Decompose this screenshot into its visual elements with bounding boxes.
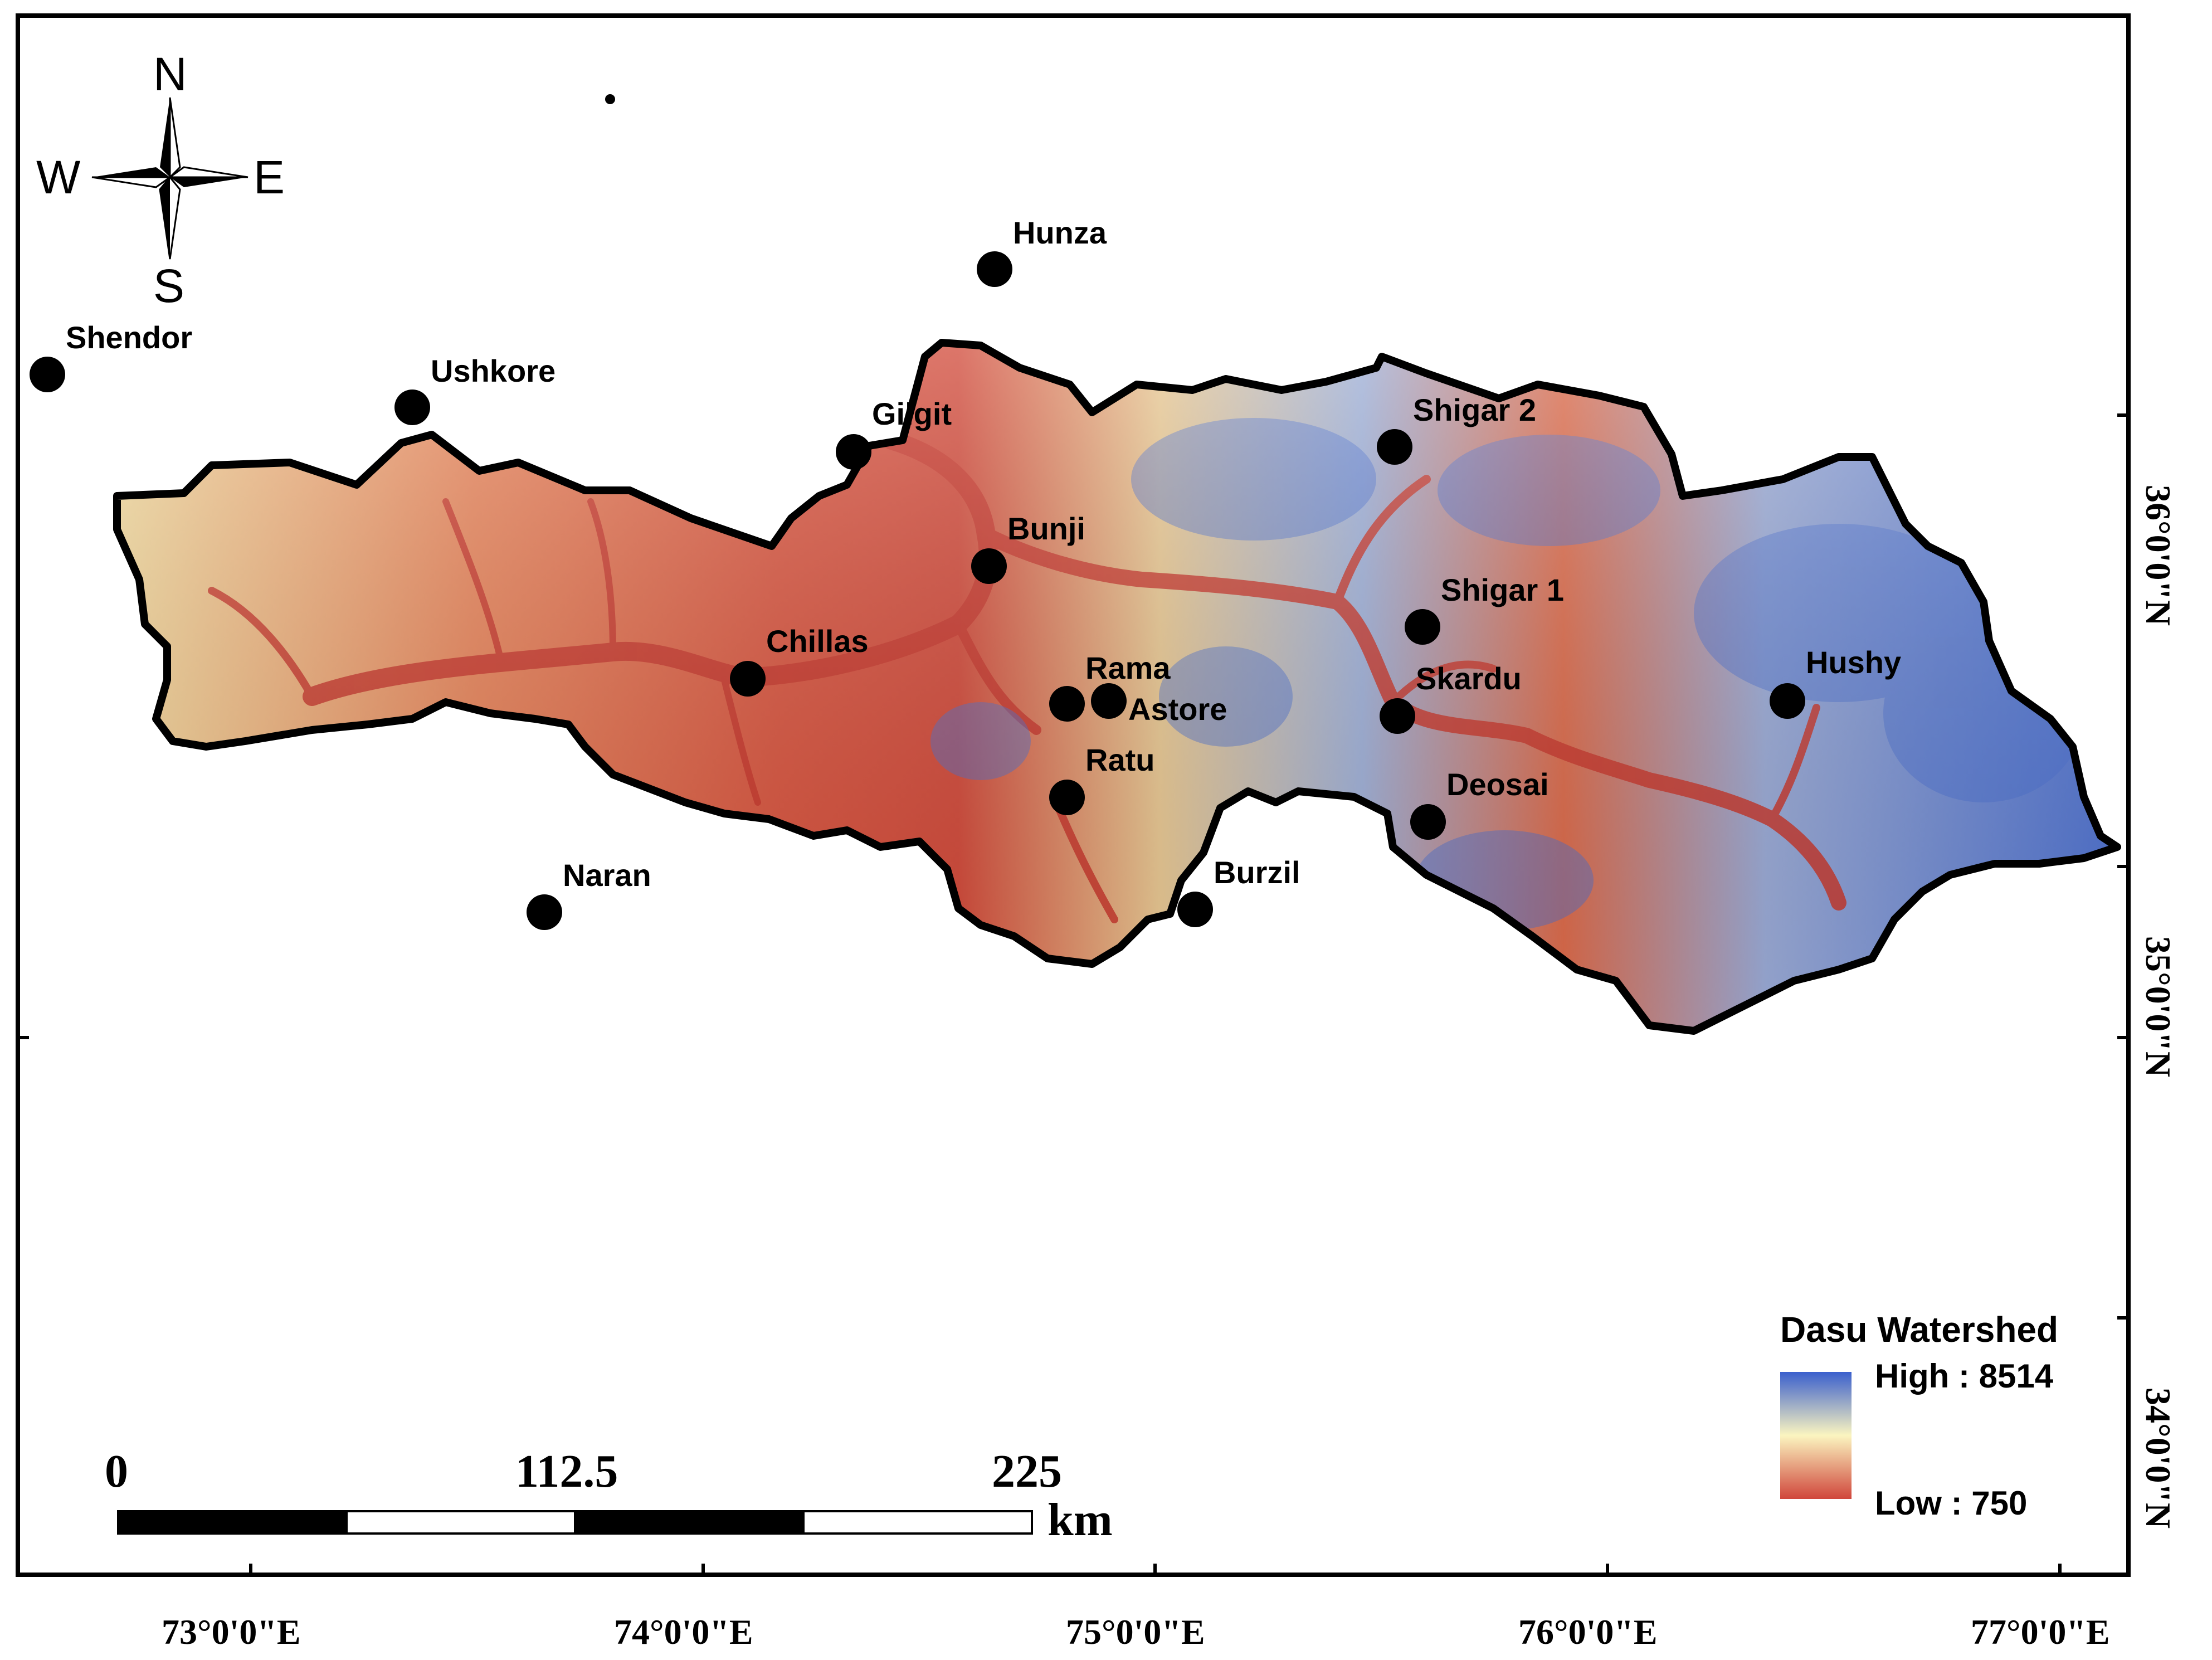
station-label: Skardu (1416, 661, 1522, 696)
scale-label-0: 0 (105, 1445, 128, 1497)
longitude-ticks (249, 1564, 2062, 1575)
station-marker (1410, 804, 1446, 840)
lon-label-76: 76°0'0"E (1518, 1612, 1658, 1652)
station-marker (730, 661, 766, 697)
station-marker (30, 357, 65, 392)
station-astore[interactable]: Astore (1091, 683, 1227, 727)
station-marker (1177, 892, 1213, 927)
station-burzil[interactable]: Burzil (1177, 855, 1300, 927)
scale-label-mid: 112.5 (515, 1445, 618, 1497)
station-shigar2[interactable]: Shigar 2 (1377, 392, 1536, 465)
compass-s-label: S (153, 260, 184, 312)
scale-label-max: 225 (992, 1445, 1062, 1497)
station-label: Burzil (1214, 855, 1300, 890)
lon-label-73: 73°0'0"E (162, 1612, 301, 1652)
station-label: Gilgit (872, 396, 952, 431)
station-label: Hunza (1013, 215, 1107, 250)
lon-label-77: 77°0'0"E (1971, 1612, 2110, 1652)
station-label: Shendor (66, 320, 192, 355)
station-marker (1049, 686, 1085, 722)
station-skardu[interactable]: Skardu (1380, 661, 1522, 734)
station-marker (836, 434, 871, 470)
station-label: Shigar 1 (1441, 572, 1564, 607)
legend-high-label: High : 8514 (1875, 1357, 2054, 1395)
latitude-ticks (18, 413, 2128, 1320)
compass-e-label: E (254, 151, 285, 203)
station-marker (394, 390, 430, 425)
north-arrow: N S E W (36, 48, 285, 312)
lat-label-35: 35°0'0"N (2138, 936, 2178, 1077)
station-marker (1377, 429, 1412, 465)
station-chillas[interactable]: Chillas (730, 624, 869, 697)
station-marker (977, 251, 1012, 287)
station-label: Chillas (766, 624, 869, 659)
station-shendor[interactable]: Shendor (30, 320, 192, 392)
station-ushkore[interactable]: Ushkore (394, 353, 556, 425)
stray-dot (605, 94, 615, 104)
station-bunji[interactable]: Bunji (971, 511, 1085, 584)
station-hunza[interactable]: Hunza (977, 215, 1107, 287)
station-label: Ratu (1085, 742, 1154, 777)
station-label: Naran (563, 858, 651, 893)
station-marker (1380, 698, 1415, 734)
scale-unit: km (1047, 1494, 1113, 1546)
compass-n-label: N (153, 48, 187, 100)
station-label: Astore (1128, 692, 1227, 727)
station-shigar1[interactable]: Shigar 1 (1405, 572, 1564, 645)
station-label: Bunji (1007, 511, 1085, 546)
lon-label-75: 75°0'0"E (1066, 1612, 1205, 1652)
legend-color-ramp (1780, 1372, 1852, 1499)
lat-label-34: 34°0'0"N (2138, 1388, 2178, 1528)
lon-label-74: 74°0'0"E (614, 1612, 753, 1652)
scale-bar: 0 112.5 225 km (105, 1445, 1113, 1546)
station-naran[interactable]: Naran (527, 858, 651, 930)
station-marker (1405, 609, 1440, 645)
legend: Dasu Watershed High : 8514 Low : 750 (1780, 1309, 2058, 1522)
station-label: Ushkore (431, 353, 556, 388)
watershed-boundary (113, 339, 2121, 1035)
legend-low-label: Low : 750 (1875, 1484, 2027, 1522)
compass-w-label: W (36, 151, 80, 203)
station-label: Hushy (1806, 645, 1901, 680)
station-marker (1049, 780, 1085, 815)
station-deosai[interactable]: Deosai (1410, 767, 1549, 840)
station-label: Rama (1085, 650, 1171, 685)
lat-label-36: 36°0'0"N (2138, 485, 2178, 626)
legend-title: Dasu Watershed (1780, 1309, 2058, 1350)
station-hushy[interactable]: Hushy (1770, 645, 1901, 719)
station-marker (1770, 683, 1805, 719)
station-gilgit[interactable]: Gilgit (836, 396, 952, 470)
station-ratu[interactable]: Ratu (1049, 742, 1154, 815)
station-rama[interactable]: Rama (1049, 650, 1171, 722)
station-label: Deosai (1446, 767, 1549, 802)
station-label: Shigar 2 (1413, 392, 1536, 427)
station-marker (1091, 683, 1127, 719)
station-marker (971, 548, 1007, 584)
station-marker (527, 894, 562, 930)
